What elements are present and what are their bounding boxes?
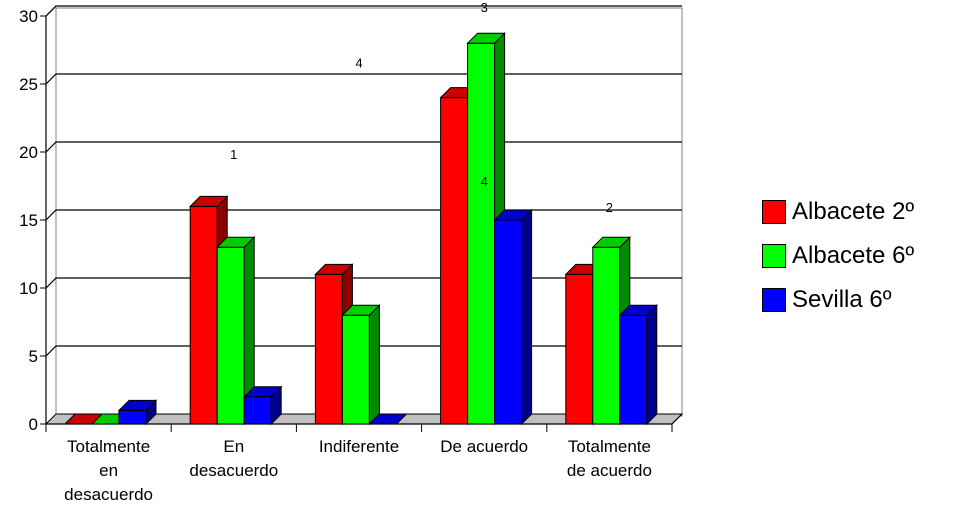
annotation-label: 3 [481, 0, 488, 15]
legend-item-series-2: Albacete 6º [762, 234, 914, 278]
bar-front [243, 396, 272, 425]
bar-front [341, 314, 370, 425]
x-tick-label: En desacuerdo [189, 437, 278, 480]
bar-front [494, 219, 523, 425]
y-tick-label: 25 [19, 75, 38, 94]
bar-front [440, 97, 469, 425]
bar-front [216, 246, 245, 425]
bar-front [565, 273, 594, 425]
x-tick-label-line: desacuerdo [64, 485, 153, 504]
x-tick-label-line: Totalmente [67, 437, 150, 456]
legend-swatch-series-1 [762, 200, 786, 224]
x-tick-label-line: Totalmente [568, 437, 651, 456]
y-tick-label: 10 [19, 279, 38, 298]
bar [341, 303, 381, 426]
bar-front [467, 42, 496, 425]
y-tick-label: 5 [29, 347, 38, 366]
annotations: 1 4 3 4 2 [230, 0, 613, 215]
bar-side [368, 303, 380, 426]
annotation-label: 1 [230, 147, 237, 162]
bar [215, 235, 256, 426]
y-tick-label: 20 [19, 143, 38, 162]
tick-labels: 0 5 10 15 20 25 30 Totalmente en desacuerdo En desa… [19, 7, 652, 504]
legend-label-series-1: Albacete 2º [792, 198, 915, 225]
bar-top [591, 236, 632, 248]
bar-front [592, 246, 621, 425]
annotation-label: 4 [481, 174, 488, 189]
legend-swatch-series-2 [762, 244, 786, 268]
legend: Albacete 2º Albacete 6º Sevilla 6º [762, 190, 914, 322]
legend-item-series-1: Albacete 2º [762, 190, 914, 234]
bar [242, 385, 283, 426]
bar-top [466, 32, 506, 44]
annotation-label: 4 [355, 56, 362, 71]
legend-label-series-3: Sevilla 6º [792, 286, 892, 313]
x-tick-label: Indiferente [319, 437, 399, 456]
y-tick-label: 30 [19, 7, 38, 26]
bar [368, 413, 408, 425]
bar-top [215, 236, 256, 248]
x-tick-label-line: de acuerdo [567, 461, 652, 480]
bar-top [368, 413, 408, 425]
x-tick-label: Totalmente de acuerdo [567, 437, 652, 480]
bar-front [619, 314, 648, 425]
y-tick-label: 0 [29, 415, 38, 434]
x-tick-label: Totalmente en desacuerdo [64, 437, 153, 504]
bar-top [341, 304, 381, 316]
bar [117, 399, 158, 426]
y-tick-label: 15 [19, 211, 38, 230]
bars [63, 31, 659, 426]
bar-top [117, 399, 158, 411]
legend-swatch-series-3 [762, 288, 786, 312]
x-tick-label-line: En [223, 437, 244, 456]
x-tick-label-line: en [99, 461, 118, 480]
bar-front [189, 205, 218, 425]
bar-top [188, 195, 229, 207]
x-tick-label-line: De acuerdo [440, 437, 528, 456]
bar-front [314, 273, 343, 425]
x-tick-label-line: desacuerdo [189, 461, 278, 480]
bar-side [521, 208, 533, 426]
bar-top [493, 209, 533, 221]
bar [493, 208, 533, 426]
bar-top [314, 263, 354, 275]
bar-top [242, 386, 283, 398]
x-tick-label: De acuerdo [440, 437, 528, 456]
legend-item-series-3: Sevilla 6º [762, 278, 914, 322]
annotation-label: 2 [606, 200, 613, 215]
y-axis-top [45, 5, 57, 17]
legend-label-series-2: Albacete 6º [792, 242, 915, 269]
bar [618, 303, 659, 426]
x-axis-end [671, 413, 683, 425]
bar-top [618, 304, 659, 316]
x-tick-label-line: Indiferente [319, 437, 399, 456]
bar-side [646, 303, 658, 426]
bar-front [118, 409, 147, 425]
